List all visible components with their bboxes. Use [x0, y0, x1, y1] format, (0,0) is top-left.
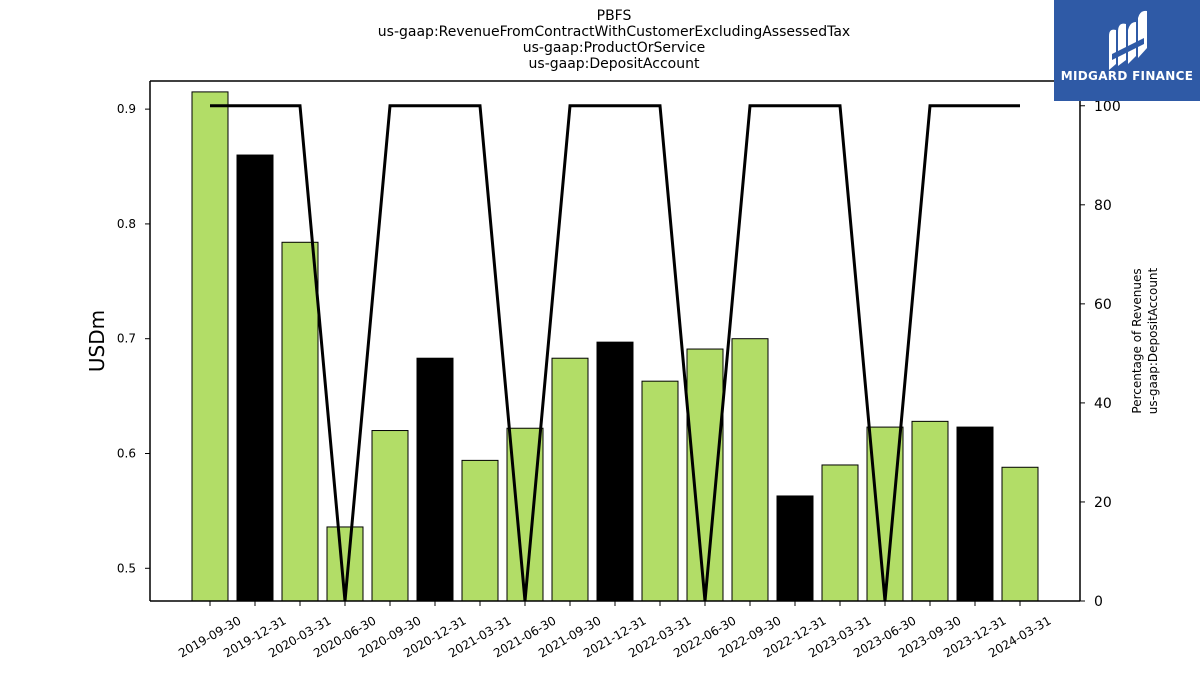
y-tick-label: 0.9: [117, 102, 136, 116]
bars: [191, 91, 1039, 602]
bar: [641, 380, 679, 602]
bar: [416, 357, 454, 602]
y-tick-label: 0.8: [117, 217, 136, 231]
bar: [236, 154, 274, 602]
y-tick-label: 0.6: [117, 446, 136, 460]
midgard-finance-logo: MIDGARD FINANCE: [1054, 0, 1200, 101]
y-axis-ticks: 0.5 0.6 0.7 0.8 0.9: [117, 102, 150, 575]
bar: [821, 464, 859, 602]
y2-axis-label-line: us-gaap:DepositAccount: [1146, 267, 1160, 414]
bar: [776, 495, 814, 602]
bar: [371, 430, 409, 602]
y2-tick-label: 80: [1094, 198, 1112, 214]
bar: [461, 459, 499, 602]
logo-mark-icon: [1109, 10, 1147, 71]
bar: [956, 426, 994, 602]
y2-tick-label: 100: [1094, 99, 1121, 115]
chart-title-line: us-gaap:RevenueFromContractWithCustomerE…: [378, 24, 850, 40]
y-tick-label: 0.7: [117, 332, 136, 346]
chart-title-line: us-gaap:ProductOrService: [523, 40, 706, 56]
y2-tick-label: 0: [1094, 594, 1103, 610]
chart-title-line: PBFS: [597, 8, 632, 24]
bar: [596, 341, 634, 602]
bar: [911, 420, 949, 602]
bar: [281, 241, 319, 602]
logo-text: MIDGARD FINANCE: [1060, 69, 1194, 83]
y2-axis-label: Percentage of Revenues us-gaap:DepositAcc…: [1130, 267, 1160, 414]
x-axis-ticks: 2019-09-302019-12-312020-03-312020-06-30…: [176, 601, 1054, 660]
bar: [1001, 466, 1039, 602]
chart-title: PBFSus-gaap:RevenueFromContractWithCusto…: [378, 8, 850, 72]
y2-tick-label: 40: [1094, 396, 1112, 412]
bar: [191, 91, 229, 602]
y2-axis-label-line: Percentage of Revenues: [1130, 268, 1144, 413]
y2-tick-label: 20: [1094, 495, 1112, 511]
y2-tick-label: 60: [1094, 297, 1112, 313]
y-tick-label: 0.5: [117, 561, 136, 575]
bar: [731, 338, 769, 602]
chart-title-line: us-gaap:DepositAccount: [529, 56, 700, 72]
y-axis-label: USDm: [85, 310, 109, 372]
bar: [551, 357, 589, 602]
y2-axis-ticks: 0 20 40 60 80 100: [1080, 99, 1121, 610]
